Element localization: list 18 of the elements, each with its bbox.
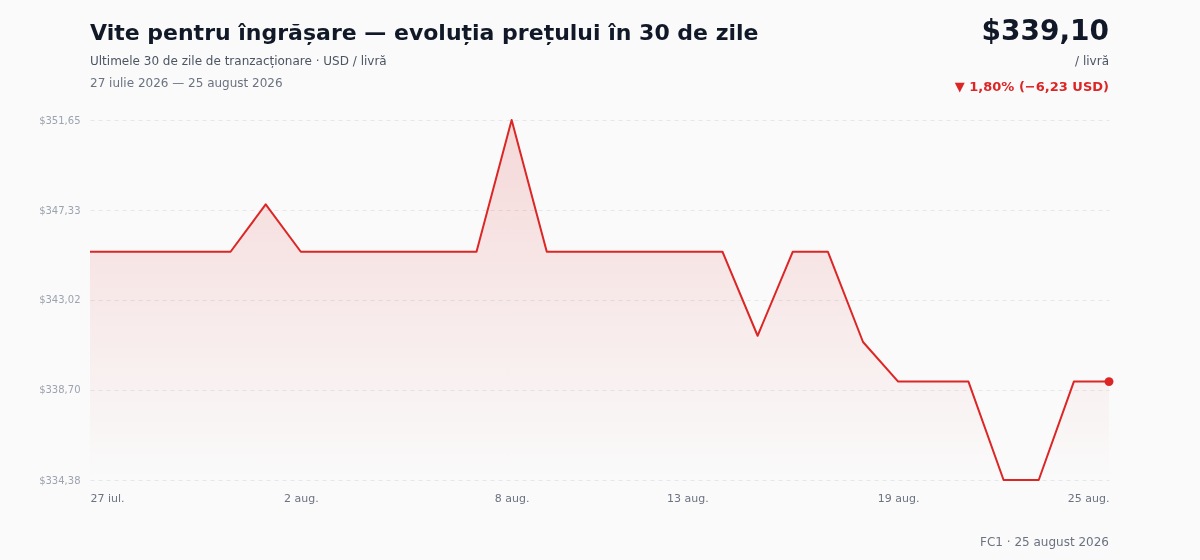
y-tick-label: $338,70 xyxy=(39,384,81,396)
x-tick-label: 13 aug. xyxy=(667,491,709,505)
text: ▼ 1,80% (−6,23 USD) xyxy=(954,79,1109,94)
y-tick-label: $334,38 xyxy=(39,474,81,486)
y-tick-label: $343,02 xyxy=(39,294,81,306)
x-tick-label: 19 aug. xyxy=(877,491,920,505)
chart-subtitle: Ultimele 30 de zile de tranzacționare · USD / livră xyxy=(90,54,387,68)
text: $339,10 xyxy=(981,14,1109,47)
x-tick-label: 2 aug. xyxy=(283,491,319,505)
chart-title: Vite pentru îngrășare — evoluția prețului în 30 de zile xyxy=(90,20,759,46)
text: / livră xyxy=(1075,54,1109,68)
text: 27 iulie 2026 — 25 august 2026 xyxy=(90,76,283,90)
x-tick-label: 8 aug. xyxy=(494,491,530,505)
x-tick-label: 25 aug. xyxy=(1067,491,1110,505)
x-tick-label: 27 iul. xyxy=(90,491,125,505)
y-tick-label: $347,33 xyxy=(39,204,81,216)
y-tick-label: $351,65 xyxy=(39,114,81,126)
text: FC1 · 25 august 2026 xyxy=(980,535,1109,549)
